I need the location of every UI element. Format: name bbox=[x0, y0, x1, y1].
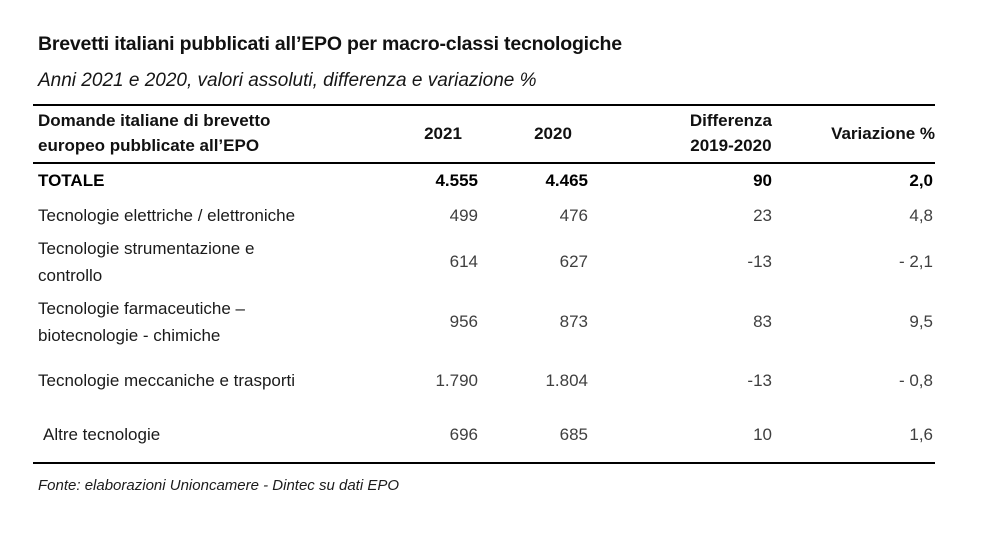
value-2021: 696 bbox=[449, 425, 478, 445]
value-variation: 2,0 bbox=[909, 171, 933, 191]
value-2020: 627 bbox=[559, 252, 588, 272]
value-2021: 1.790 bbox=[435, 370, 478, 390]
header-difference: Differenza 2019-2020 bbox=[608, 105, 778, 163]
row-label: TOTALE bbox=[38, 171, 105, 191]
table-row-electric: Tecnologie elettriche / elettroniche 499… bbox=[33, 198, 935, 233]
header-label: Domande italiane di brevetto europeo pub… bbox=[38, 111, 271, 155]
header-2021: 2021 bbox=[424, 123, 462, 143]
table-header-row: Domande italiane di brevetto europeo pub… bbox=[33, 105, 935, 163]
value-difference: 10 bbox=[753, 425, 772, 445]
table-row-other: Altre tecnologie 696 685 10 1,6 bbox=[33, 408, 935, 463]
value-2021: 956 bbox=[449, 312, 478, 332]
value-difference: -13 bbox=[747, 252, 772, 272]
value-variation: - 0,8 bbox=[898, 370, 933, 390]
row-label: Tecnologie meccaniche e trasporti bbox=[38, 370, 296, 390]
row-label: Altre tecnologie bbox=[43, 425, 161, 445]
value-2020: 4.465 bbox=[545, 171, 588, 191]
table-row-pharma: Tecnologie farmaceutiche – biotecnologie… bbox=[33, 291, 935, 353]
value-difference: 83 bbox=[753, 312, 772, 332]
table-row-instrumentation: Tecnologie strumentazione e controllo 61… bbox=[33, 233, 935, 291]
value-variation: 9,5 bbox=[909, 312, 933, 332]
value-variation: 4,8 bbox=[909, 205, 933, 225]
row-label: Tecnologie strumentazione e controllo bbox=[38, 238, 255, 285]
value-2021: 499 bbox=[449, 205, 478, 225]
value-difference: 90 bbox=[753, 171, 772, 191]
value-2020: 1.804 bbox=[545, 370, 588, 390]
value-difference: 23 bbox=[753, 205, 772, 225]
value-variation: - 2,1 bbox=[898, 252, 933, 272]
page-title: Brevetti italiani pubblicati all’EPO per… bbox=[38, 33, 622, 55]
patents-table: Domande italiane di brevetto europeo pub… bbox=[33, 104, 935, 464]
value-2020: 873 bbox=[559, 312, 588, 332]
value-variation: 1,6 bbox=[909, 425, 933, 445]
value-2020: 476 bbox=[559, 205, 588, 225]
value-difference: -13 bbox=[747, 370, 772, 390]
header-variation: Variazione % bbox=[831, 123, 935, 143]
document-page: Brevetti italiani pubblicati all’EPO per… bbox=[33, 33, 935, 494]
row-label: Tecnologie farmaceutiche – biotecnologie… bbox=[38, 298, 245, 345]
page-subtitle: Anni 2021 e 2020, valori assoluti, diffe… bbox=[38, 70, 537, 91]
header-2020: 2020 bbox=[534, 123, 572, 143]
source-note: Fonte: elaborazioni Unioncamere - Dintec… bbox=[38, 477, 400, 494]
value-2020: 685 bbox=[559, 425, 588, 445]
header-difference-text: Differenza 2019-2020 bbox=[689, 111, 772, 155]
row-label: Tecnologie elettriche / elettroniche bbox=[38, 205, 296, 225]
value-2021: 4.555 bbox=[435, 171, 478, 191]
value-2021: 614 bbox=[449, 252, 478, 272]
table-row-mechanical: Tecnologie meccaniche e trasporti 1.790 … bbox=[33, 353, 935, 408]
table-row-total: TOTALE 4.555 4.465 90 2,0 bbox=[33, 163, 935, 198]
